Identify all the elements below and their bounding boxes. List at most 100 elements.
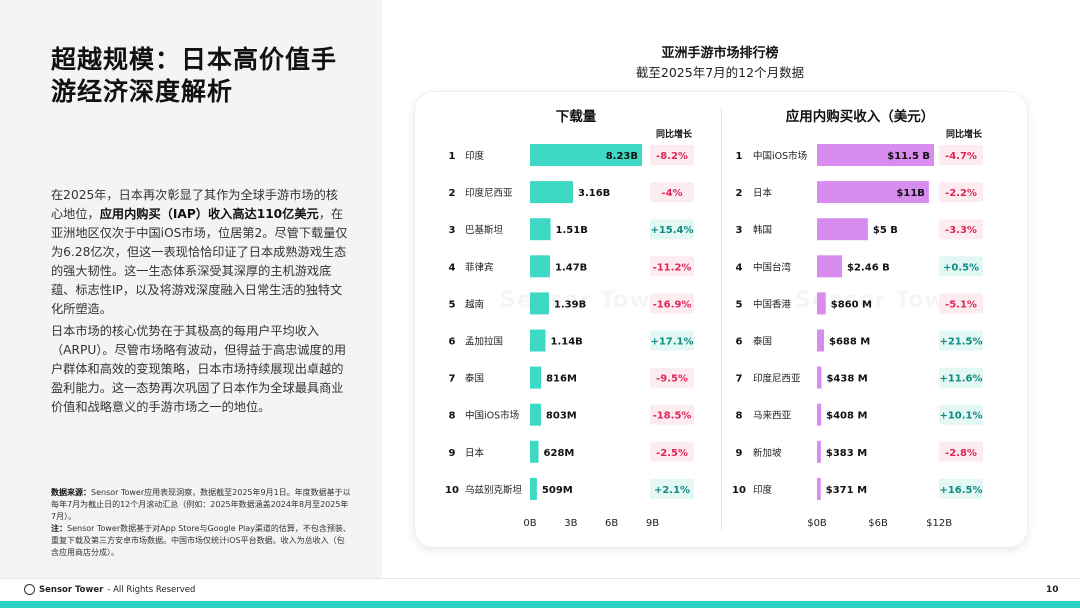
revenue-bar (817, 255, 843, 278)
downloads-growth-label: -16.9% (653, 299, 692, 310)
page-title: 超越规模：日本高价值手游经济深度解析 (51, 45, 338, 106)
revenue-bar (817, 477, 821, 500)
revenue-country-label: 泰国 (753, 336, 772, 348)
revenue-rank-label: 10 (732, 485, 746, 496)
revenue-growth-label: +16.5% (939, 485, 982, 496)
revenue-bar (817, 218, 868, 241)
revenue-value-label: $371 M (826, 485, 867, 496)
footer-brand: Sensor Tower - All Rights Reserved (24, 584, 195, 595)
downloads-axis-tick: 6B (605, 518, 618, 529)
revenue-growth-badge (939, 256, 983, 277)
downloads-bar (530, 181, 574, 204)
revenue-growth-label: -2.2% (945, 188, 977, 199)
downloads-country-label: 乌兹别克斯坦 (465, 484, 523, 496)
revenue-growth-header: 同比增长 (945, 130, 982, 140)
downloads-value-label: 1.51B (556, 225, 588, 236)
downloads-growth-badge (650, 219, 694, 240)
downloads-growth-badge (650, 293, 694, 314)
revenue-country-label: 中国香港 (753, 298, 792, 310)
revenue-country-label: 日本 (753, 187, 773, 199)
revenue-bar (817, 292, 826, 315)
note-text: Sensor Tower数据基于对App Store与Google Play渠道… (51, 524, 351, 557)
revenue-country-label: 马来西亚 (753, 411, 792, 422)
revenue-country-label: 印度 (753, 484, 773, 496)
downloads-growth-badge (650, 145, 694, 165)
chart-subtitle: 截至2025年7月的12个月数据 (635, 65, 805, 80)
revenue-growth-badge (939, 145, 983, 165)
downloads-growth-label: +2.1% (654, 485, 690, 496)
downloads-country-label: 印度尼西亚 (465, 187, 513, 199)
footer-brand-name: Sensor Tower (39, 584, 104, 595)
revenue-growth-label: -3.3% (945, 225, 977, 236)
source-notes: 数据来源：Sensor Tower应用表现洞察，数据截至2025年9月1日。年度… (51, 487, 351, 559)
intro-text-2: ，在亚洲地区仅次于中国iOS市场，位居第2。尽管下载量仅为6.28亿次，但这一表… (51, 207, 348, 316)
revenue-value-label: $2.46 B (847, 262, 890, 273)
revenue-bar (817, 181, 929, 204)
downloads-country-label: 越南 (465, 298, 484, 310)
revenue-rank-label: 6 (736, 337, 743, 348)
downloads-rank-label: 9 (449, 448, 456, 459)
downloads-growth-label: -2.5% (656, 448, 688, 459)
downloads-growth-label: +15.4% (650, 225, 693, 236)
revenue-value-label: $438 M (826, 374, 867, 385)
downloads-rank-label: 7 (449, 374, 456, 385)
downloads-rank-label: 1 (449, 151, 456, 162)
revenue-axis-tick: $6B (868, 518, 888, 529)
source-line: 数据来源：Sensor Tower应用表现洞察，数据截至2025年9月1日。年度… (51, 487, 351, 523)
revenue-axis-tick: $12B (926, 518, 952, 529)
downloads-growth-label: +17.1% (650, 337, 693, 348)
revenue-rank-label: 4 (736, 262, 743, 273)
downloads-country-label: 泰国 (465, 373, 484, 385)
source-text: Sensor Tower应用表现洞察，数据截至2025年9月1日。年度数据基于以… (51, 488, 351, 521)
downloads-value-label: 509M (542, 485, 573, 496)
arpu-paragraph: 日本市场的核心优势在于其极高的每用户平均收入（ARPU）。尽管市场略有波动，但得… (51, 324, 347, 414)
revenue-bar (817, 329, 824, 352)
revenue-growth-badge (939, 293, 983, 314)
revenue-value-label: $5 B (873, 225, 898, 236)
downloads-growth-badge (650, 330, 694, 351)
bottom-accent-stripe (0, 601, 1080, 608)
downloads-rank-label: 3 (449, 225, 456, 236)
revenue-country-label: 中国台湾 (753, 261, 792, 273)
revenue-value-label: $860 M (831, 299, 872, 310)
note-label: 注： (51, 524, 67, 533)
intro-paragraph: 在2025年，日本再次彰显了其作为全球手游市场的核心地位，应用内购买（IAP）收… (51, 186, 349, 319)
revenue-growth-badge (939, 478, 983, 499)
downloads-growth-header: 同比增长 (655, 130, 692, 140)
revenue-country-label: 新加坡 (753, 447, 782, 459)
note-line: 注：Sensor Tower数据基于对App Store与Google Play… (51, 523, 351, 559)
downloads-value-label: 3.16B (578, 188, 610, 199)
revenue-country-label: 中国iOS市场 (753, 150, 807, 162)
revenue-bar (817, 366, 822, 389)
downloads-bar (530, 218, 551, 241)
revenue-growth-badge (939, 219, 983, 240)
downloads-country-label: 中国iOS市场 (465, 410, 519, 422)
revenue-rank-label: 7 (736, 374, 743, 385)
revenue-growth-badge (939, 367, 983, 388)
revenue-growth-label: -2.8% (945, 448, 977, 459)
downloads-bar (530, 403, 541, 426)
downloads-growth-badge (650, 404, 694, 425)
revenue-country-label: 印度尼西亚 (753, 373, 801, 385)
downloads-growth-label: -4% (661, 188, 682, 199)
downloads-growth-badge (650, 367, 694, 388)
downloads-growth-badge (650, 182, 694, 203)
downloads-rank-label: 8 (449, 411, 456, 422)
revenue-growth-badge (939, 441, 983, 462)
revenue-rank-label: 8 (736, 411, 743, 422)
revenue-rank-label: 2 (736, 188, 743, 199)
source-label: 数据来源： (51, 488, 91, 497)
downloads-rank-label: 10 (445, 485, 459, 496)
downloads-axis-tick: 0B (523, 518, 536, 529)
revenue-growth-badge (939, 404, 983, 425)
intro-text-1: 在2025年，日本再次彰显了其作为全球手游市场的核心地位， (51, 188, 338, 221)
left-panel (0, 0, 382, 578)
downloads-value-label: 1.47B (555, 262, 587, 273)
downloads-bar (530, 144, 642, 166)
downloads-country-label: 印度 (465, 150, 485, 162)
revenue-panel-title: 应用内购买收入（美元） (785, 109, 935, 125)
downloads-growth-label: -8.2% (656, 151, 688, 162)
page-number: 10 (1046, 585, 1059, 595)
revenue-growth-label: -5.1% (945, 299, 977, 310)
